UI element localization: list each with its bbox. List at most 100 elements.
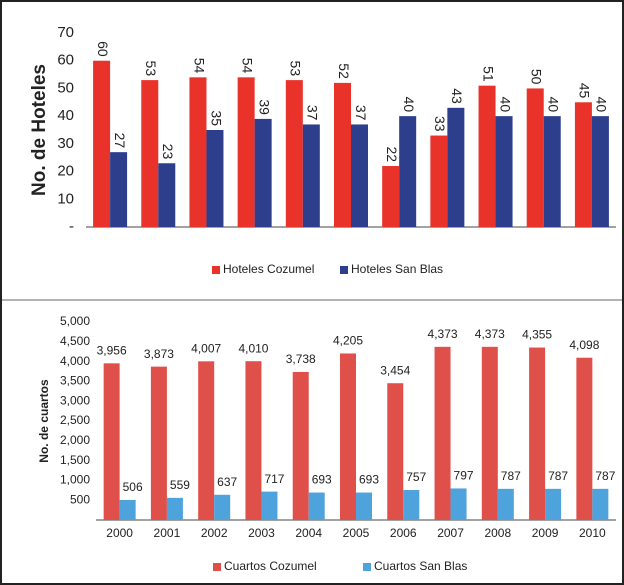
value-label: 40 — [594, 97, 610, 113]
bar — [495, 116, 513, 227]
value-label: 39 — [256, 99, 272, 115]
value-label: 506 — [123, 480, 143, 494]
value-label: 797 — [454, 469, 474, 483]
value-label: 717 — [264, 472, 284, 486]
value-label: 4,355 — [522, 328, 552, 342]
x-tick-label: 2008 — [484, 526, 511, 540]
y-tick-label: 3,500 — [60, 374, 90, 388]
bar — [430, 135, 448, 227]
y-tick-label: 2,000 — [60, 433, 90, 447]
bar — [447, 107, 465, 227]
x-tick-label: 2004 — [295, 526, 322, 540]
bar — [382, 166, 400, 227]
bar — [93, 60, 111, 227]
bar — [399, 116, 417, 227]
bar — [292, 371, 309, 520]
y-tick-label: 4,500 — [60, 334, 90, 348]
bar — [158, 163, 176, 227]
x-tick-label: 2006 — [390, 526, 417, 540]
value-label: 54 — [191, 58, 207, 74]
value-label: 40 — [401, 97, 417, 113]
bar — [356, 492, 372, 520]
bar — [387, 383, 404, 520]
bar — [245, 361, 262, 520]
bar — [592, 488, 609, 520]
x-tick-label: 2001 — [154, 526, 181, 540]
bar — [103, 363, 120, 520]
value-label: 4,205 — [333, 334, 363, 348]
value-label: 52 — [336, 63, 352, 79]
legend-swatch — [213, 563, 221, 571]
legend-label: Hoteles Cozumel — [223, 262, 314, 276]
bar — [198, 361, 215, 520]
bar — [285, 80, 303, 227]
bar — [526, 88, 544, 227]
bar — [545, 488, 562, 520]
value-label: 60 — [95, 41, 111, 57]
bar — [481, 346, 498, 520]
bar — [591, 116, 609, 227]
bar — [206, 130, 224, 227]
legend-label: Hoteles San Blas — [351, 262, 443, 276]
value-label: 53 — [143, 61, 159, 77]
legend-label: Cuartos Cozumel — [224, 559, 317, 573]
value-label: 559 — [170, 478, 190, 492]
bar — [261, 491, 278, 520]
bar — [308, 492, 325, 520]
value-label: 45 — [577, 83, 593, 99]
bar — [576, 357, 593, 520]
value-label: 3,454 — [380, 363, 410, 377]
y-tick-label: 1,000 — [60, 473, 90, 487]
bar — [403, 490, 420, 520]
y-tick-label: 30 — [57, 135, 74, 152]
bar — [340, 353, 356, 520]
bar — [119, 499, 136, 520]
bar — [574, 102, 592, 227]
y-tick-label: 4,000 — [60, 354, 90, 368]
value-label: 40 — [497, 97, 513, 113]
value-label: 37 — [305, 105, 321, 121]
bar — [110, 152, 128, 227]
value-label: 3,956 — [97, 344, 127, 358]
value-label: 637 — [217, 475, 237, 489]
value-label: 40 — [546, 97, 562, 113]
x-tick-label: 2005 — [343, 526, 370, 540]
bar — [543, 116, 561, 227]
value-label: 3,873 — [144, 347, 174, 361]
bar — [497, 488, 514, 520]
value-label: 4,098 — [569, 338, 599, 352]
y-tick-label: 1,500 — [60, 453, 90, 467]
y-tick-label: 50 — [57, 79, 74, 96]
value-label: 693 — [312, 473, 332, 487]
bar — [141, 80, 159, 227]
bar — [237, 77, 255, 227]
bar — [166, 497, 183, 520]
bar — [450, 488, 467, 520]
y-tick-label: 40 — [57, 107, 74, 124]
y-tick-label: 20 — [57, 163, 74, 180]
value-label: 787 — [548, 469, 568, 483]
value-label: 22 — [384, 146, 400, 162]
bar — [334, 82, 351, 227]
bar — [478, 85, 496, 228]
y-tick-label: - — [69, 218, 74, 235]
bar — [434, 346, 451, 520]
value-label: 51 — [480, 66, 496, 82]
value-label: 23 — [160, 144, 176, 160]
value-label: 4,007 — [191, 341, 221, 355]
value-label: 50 — [529, 69, 545, 85]
bar — [302, 124, 320, 227]
value-label: 4,010 — [238, 341, 268, 355]
x-tick-label: 2007 — [437, 526, 464, 540]
x-tick-label: 2000 — [106, 526, 133, 540]
value-label: 693 — [359, 473, 379, 487]
value-label: 35 — [208, 110, 224, 126]
value-label: 4,373 — [475, 327, 505, 341]
value-label: 757 — [406, 470, 426, 484]
bar — [189, 77, 207, 227]
value-label: 53 — [288, 61, 304, 77]
legend-swatch — [363, 563, 371, 571]
value-label: 3,738 — [286, 352, 316, 366]
x-tick-label: 2003 — [248, 526, 275, 540]
